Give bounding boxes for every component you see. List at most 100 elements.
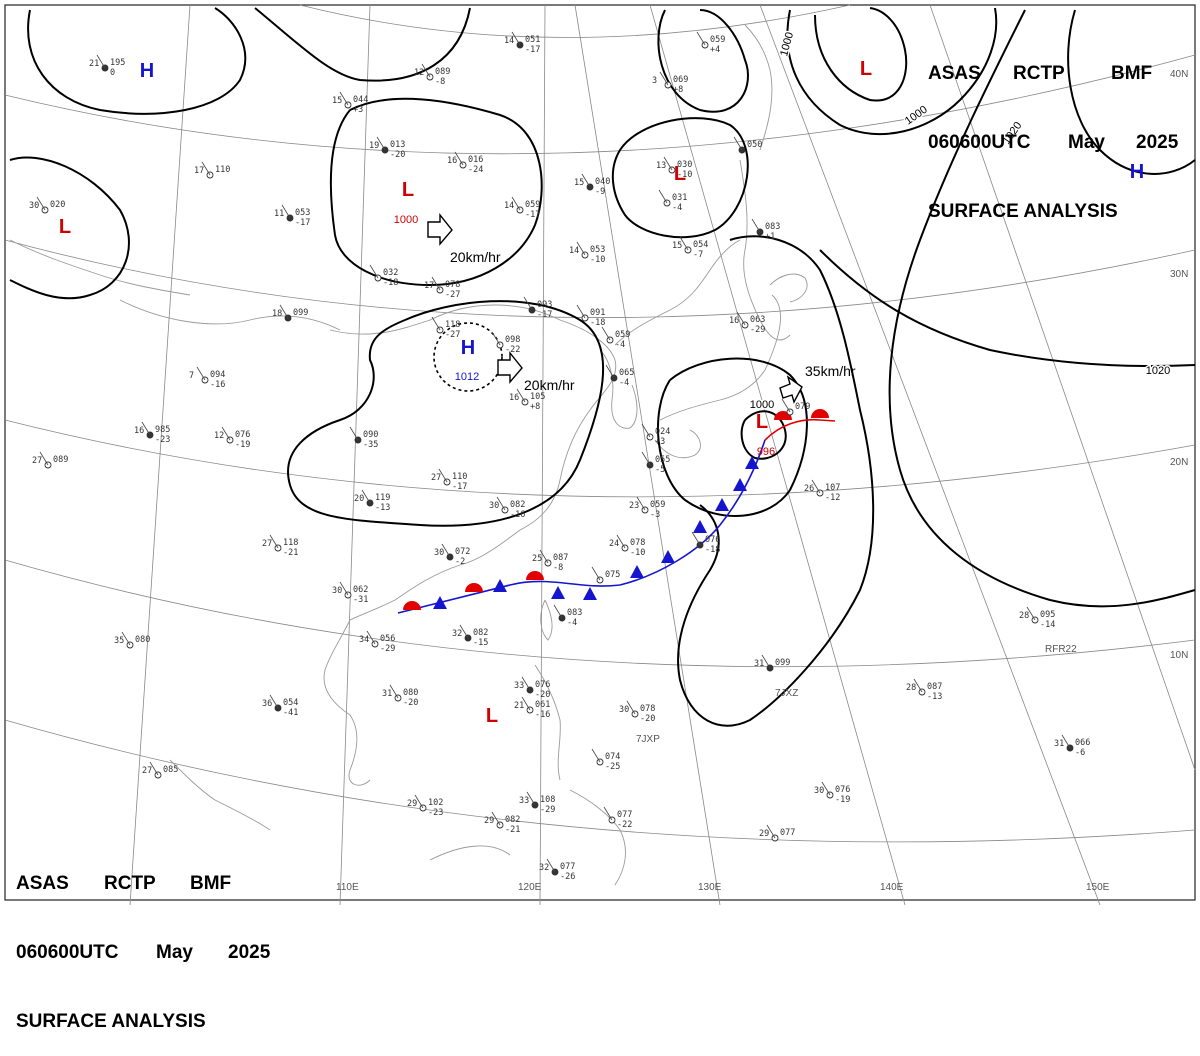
warm-front-line [764,418,836,441]
station-plot: 21 061-16 [514,696,550,720]
meridian-140e [649,4,906,906]
station-pressure: 062 [353,585,368,595]
station-wind-barb [196,366,206,381]
station-plot: 33 076-20 [514,676,550,700]
station-pressure-tendency: -16 [210,380,225,390]
station-temperature: 11 [274,209,284,219]
isobar-high-nw [27,7,247,115]
low-pressure-center: L [486,705,498,727]
station-temperature: 27 [32,456,42,466]
cold-front-triangle [693,520,707,533]
isobar-low-kamchatka [814,7,908,102]
station-temperature: 14 [569,246,579,256]
station-plot: 31 099 [754,654,790,672]
station-temperature: 12 [414,68,424,78]
warm-front-semicircle [465,583,483,592]
station-wind-barb [269,694,279,709]
station-plot: 28 095-14 [1019,606,1055,630]
station-pressure-tendency: -8 [553,563,563,573]
isobar-low-japan-outer [677,235,875,727]
map-frame [4,4,1196,901]
station-pressure: 055 [655,455,670,465]
station-pressure-tendency: 0 [110,68,115,78]
station-pressure: 083 [765,222,780,232]
ship-callsign: 7JXP [636,734,660,745]
longitude-label: 120E [518,882,542,893]
station-pressure: 098 [505,335,520,345]
station-pressure: 087 [553,553,568,563]
station-plot: 16 063-29 [729,311,765,335]
isobar-1020-south [819,249,1196,368]
station-wind-barb [761,654,771,669]
cold-front-triangle [583,587,597,600]
station-pressure-tendency: -19 [235,440,250,450]
station-pressure-tendency: -18 [705,545,720,555]
high-center-letter: H [140,60,154,82]
station-pressure: 024 [655,427,670,437]
station-wind-barb [349,426,359,441]
station-pressure-tendency: -4 [672,203,682,213]
station-plot: 059+4 [696,31,725,55]
station-pressure-tendency: -24 [468,165,483,175]
station-wind-barb [658,189,668,204]
station-temperature: 15 [332,96,342,106]
station-temperature: 28 [906,683,916,693]
station-temperature: 36 [262,699,272,709]
station-wind-barb [603,806,613,821]
station-pressure-tendency: -2 [455,557,465,567]
station-plot: 17 110 [194,161,230,179]
station-pressure: 059 [710,35,725,45]
station-temperature: 18 [272,309,282,319]
station-pressure: 077 [560,862,575,872]
station-plot: 15 054-7 [672,236,708,260]
coast-japan-kyushu [654,429,701,459]
station-temperature: 3 [652,76,657,86]
station-temperature: 17 [194,166,204,176]
station-pressure-tendency: -3 [650,510,660,520]
station-wind-barb [733,136,743,151]
isobar-1020-east [888,9,1196,608]
station-plot: 093-17 [523,296,552,320]
station-pressure: 077 [617,810,632,820]
high-center-letter: H [1130,161,1144,183]
station-pressure: 095 [1040,610,1055,620]
meridian-130e [574,4,721,906]
station-plot: 31 080-20 [382,684,418,708]
station-pressure-tendency: -22 [505,345,520,355]
isobar-low-japan-mid [657,357,808,517]
longitude-label: 140E [880,882,904,893]
station-plot: 27 110-17 [431,468,467,492]
station-plot: 29 077 [759,824,795,842]
low-pressure-center: L 1000 [394,179,418,226]
station-plot: 055-5 [641,451,670,475]
station-pressure: 054 [283,698,298,708]
station-pressure: 082 [510,500,525,510]
station-pressure-tendency: -35 [363,440,378,450]
station-wind-barb [626,700,636,715]
station-pressure: 075 [605,570,620,580]
station-pressure-tendency: +8 [530,402,540,412]
station-plot: 076-18 [691,531,720,555]
station-wind-barb [441,543,451,558]
parallels [4,4,1196,843]
station-temperature: 30 [434,548,444,558]
isobar-value-label: 1000 [750,399,774,411]
station-wind-barb [576,241,586,256]
station-plot: 11 053-17 [274,204,310,228]
movement-speed-label: 20km/hr [450,249,501,265]
meridian-100e [129,4,191,906]
station-pressure: 059 [525,200,540,210]
station-pressure: 056 [380,634,395,644]
station-pressure-tendency: -21 [505,825,520,835]
ship-callsign: 7JXZ [775,688,798,699]
high-center-dashed-ring [433,322,503,392]
station-temperature: 30 [29,201,39,211]
station-pressure: 040 [595,177,610,187]
station-wind-barb [521,676,531,691]
station-plot: 077-22 [603,806,632,830]
station-pressure: 074 [605,752,620,762]
station-plot: 14 053-10 [569,241,605,265]
station-pressure-tendency: -13 [375,503,390,513]
station-temperature: 23 [629,501,639,511]
station-pressure-tendency: -20 [535,690,550,700]
